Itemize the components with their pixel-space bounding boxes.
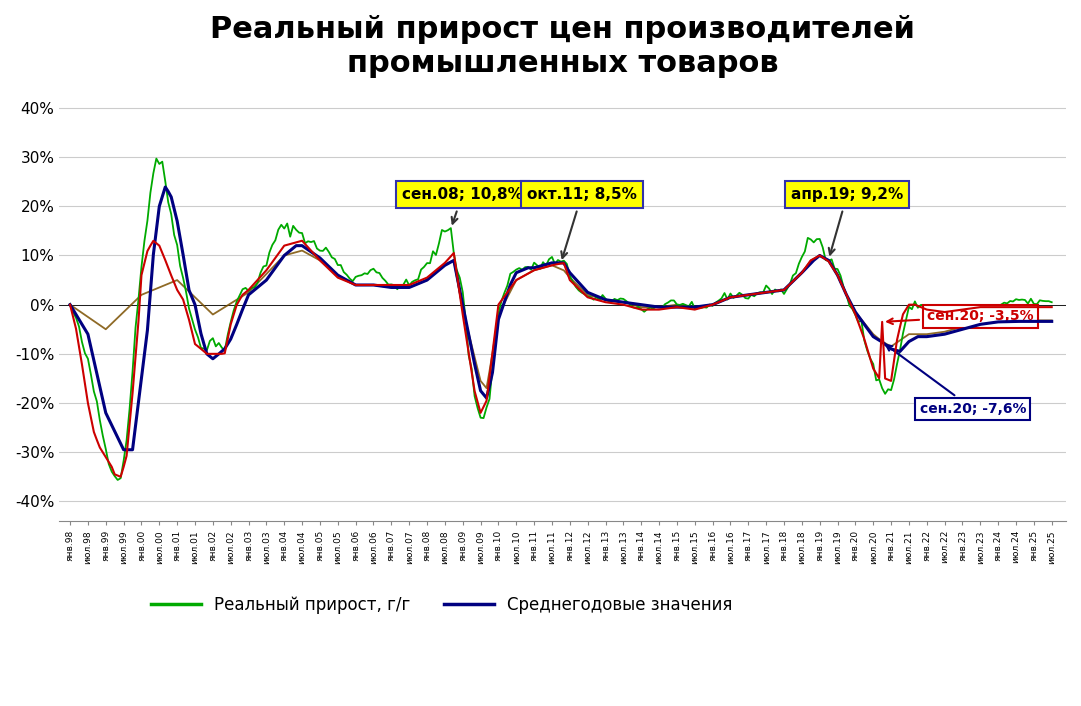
Реальный прирост, г/г	[111, 476, 124, 484]
Title: Реальный прирост цен производителей
промышленных товаров: Реальный прирост цен производителей пром…	[210, 15, 916, 78]
Реальный прирост, г/г	[150, 155, 163, 163]
Реальный прирост, г/г	[796, 253, 809, 261]
Среднегодовые значения	[1033, 317, 1046, 325]
Среднегодовые значения	[560, 263, 573, 272]
Среднегодовые значения	[448, 256, 461, 265]
Legend: Реальный прирост, г/г, Среднегодовые значения: Реальный прирост, г/г, Среднегодовые зна…	[145, 590, 739, 621]
Среднегодовые значения	[159, 183, 172, 191]
Text: окт.11; 8,5%: окт.11; 8,5%	[526, 187, 637, 258]
Среднегодовые значения	[1045, 317, 1058, 325]
Реальный прирост, г/г	[448, 249, 461, 258]
Реальный прирост, г/г	[560, 260, 573, 268]
Среднегодовые значения	[796, 268, 809, 277]
Text: сен.20; -3,5%: сен.20; -3,5%	[888, 309, 1033, 324]
Line: Среднегодовые значения: Среднегодовые значения	[70, 187, 1052, 450]
Реальный прирост, г/г	[227, 306, 240, 315]
Реальный прирост, г/г	[1045, 298, 1058, 306]
Text: апр.19; 9,2%: апр.19; 9,2%	[791, 187, 904, 254]
Реальный прирост, г/г	[64, 299, 77, 308]
Среднегодовые значения	[64, 301, 77, 309]
Реальный прирост, г/г	[331, 261, 344, 269]
Line: Реальный прирост, г/г: Реальный прирост, г/г	[70, 159, 1052, 480]
Среднегодовые значения	[117, 445, 130, 454]
Text: сен.08; 10,8%: сен.08; 10,8%	[402, 187, 523, 224]
Реальный прирост, г/г	[1033, 296, 1046, 304]
Среднегодовые значения	[227, 328, 240, 336]
Среднегодовые значения	[331, 271, 344, 280]
Text: сен.20; -7,6%: сен.20; -7,6%	[886, 345, 1026, 416]
